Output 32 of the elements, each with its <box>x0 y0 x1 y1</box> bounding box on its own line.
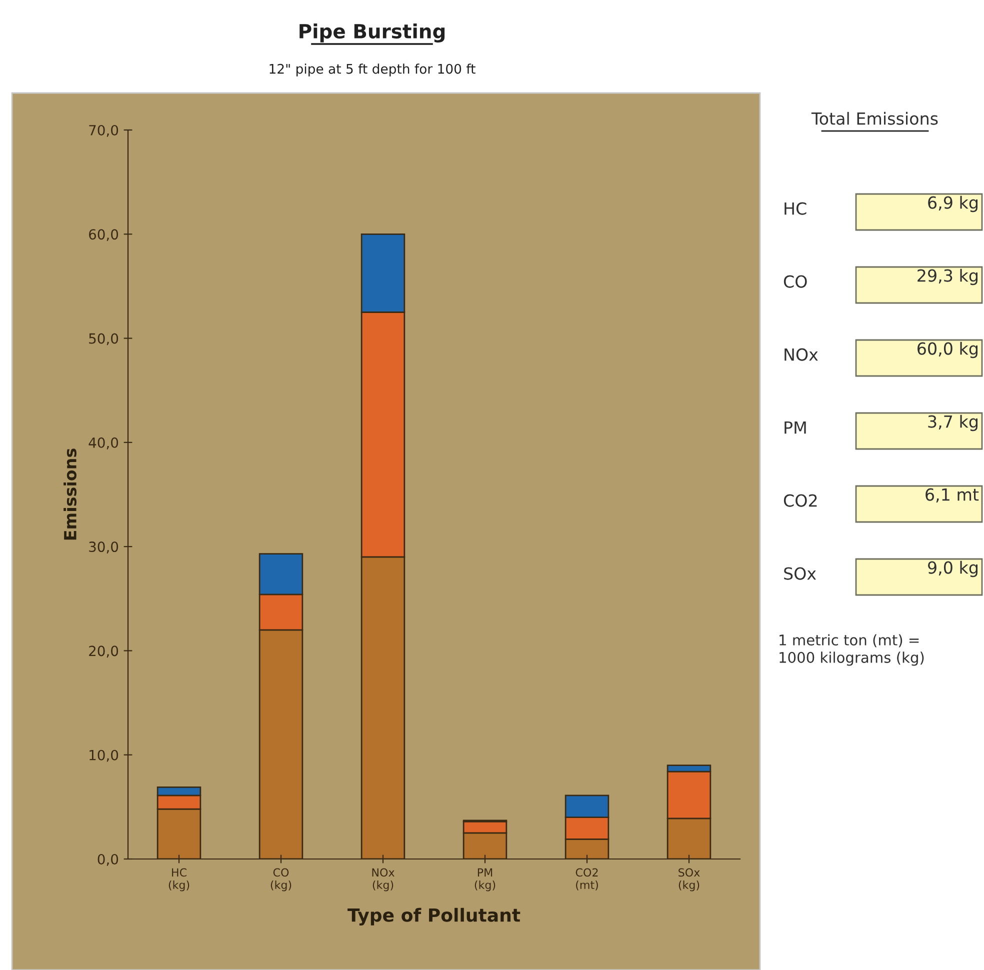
x-tick-label: NOx (kg) <box>372 868 394 892</box>
text: 6,9 kg <box>928 196 978 212</box>
y-tick-label: 60,0 <box>89 229 118 242</box>
text: 1 metric ton (mt) = 1000 kilograms (kg) <box>780 634 924 666</box>
y-tick-label: 10,0 <box>90 750 118 762</box>
text: 6,1 mt <box>926 488 979 503</box>
text: 3,7 kg <box>928 414 978 432</box>
y-tick-label: 0,0 <box>98 854 118 866</box>
text: 9,0 kg <box>928 560 978 578</box>
text: 29,3 kg <box>918 268 978 286</box>
x-tick-label: PM (kg) <box>474 868 496 892</box>
y-axis-title: Emissions <box>64 448 76 540</box>
y-tick-label: 40,0 <box>88 437 118 450</box>
chart-title: Pipe Bursting <box>300 24 445 42</box>
chart-subtitle: 12" pipe at 5 ft depth for 100 ft <box>270 64 476 76</box>
x-tick-label: SOx (kg) <box>678 868 700 892</box>
category-label: CO2 <box>784 494 817 507</box>
x-tick-label: CO (kg) <box>270 868 292 892</box>
x-tick-label: HC (kg) <box>168 868 190 892</box>
category-label: HC <box>784 202 806 215</box>
x-axis-title: Type of Pollutant <box>348 908 520 926</box>
text: Total Emissions <box>811 112 938 125</box>
category-label: CO <box>784 275 807 288</box>
category-label: NOx <box>784 348 818 361</box>
y-tick-label: 20,0 <box>89 646 118 658</box>
category-label: SOx <box>784 567 816 580</box>
y-tick-label: 50,0 <box>89 333 118 346</box>
y-tick-label: 30,0 <box>89 542 118 554</box>
x-tick-label: CO2 (mt) <box>576 868 598 890</box>
y-tick-label: 70,0 <box>89 124 118 137</box>
text: 60,0 kg <box>918 342 978 358</box>
category-label: PM <box>784 421 806 434</box>
